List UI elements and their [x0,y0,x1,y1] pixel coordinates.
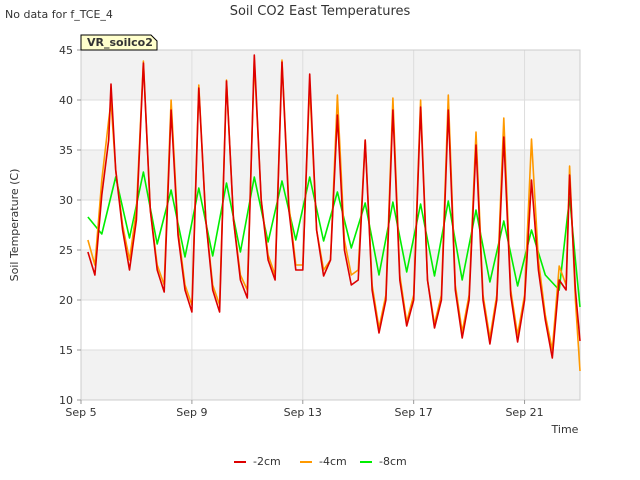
x-tick-label: Sep 9 [176,406,207,419]
y-tick-label: 35 [59,144,73,157]
y-tick-label: 30 [59,194,73,207]
y-axis: 10 15 20 25 30 35 40 45 [59,44,81,407]
badge-box [80,34,158,51]
y-tick-label: 20 [59,294,73,307]
y-tick-label: 45 [59,44,73,57]
plot-band [81,50,580,100]
nodata-note: No data for f_TCE_4 [5,8,113,21]
series-lines [87,54,581,372]
legend: -2cm -4cm -8cm [234,455,407,468]
x-tick-label: Sep 17 [395,406,433,419]
badge: VR_soilco2 [80,34,158,51]
x-axis-label: Time [551,423,579,436]
y-tick-label: 15 [59,344,73,357]
series-line-minus-2cm [87,54,581,359]
chart-title: Soil CO2 East Temperatures [230,4,411,19]
plot-area [81,50,580,400]
x-tick-label: Sep 5 [65,406,96,419]
y-axis-label: Soil Temperature (C) [8,169,21,282]
legend-label: -4cm [319,455,347,468]
x-tick-label: Sep 21 [505,406,543,419]
plot-frame [80,49,581,401]
y-tick-label: 10 [59,394,73,407]
series-line-minus-8cm [87,171,581,308]
x-tick-label: Sep 13 [284,406,322,419]
x-axis: Sep 5 Sep 9 Sep 13 Sep 17 Sep 21 [65,400,544,419]
plot-band [81,350,580,400]
y-tick-label: 40 [59,94,73,107]
plot-band [81,150,580,200]
badge-label: VR_soilco2 [87,36,153,49]
plot-bands [81,50,580,400]
legend-label: -2cm [253,455,281,468]
y-tick-label: 25 [59,244,73,257]
legend-label: -8cm [379,455,407,468]
